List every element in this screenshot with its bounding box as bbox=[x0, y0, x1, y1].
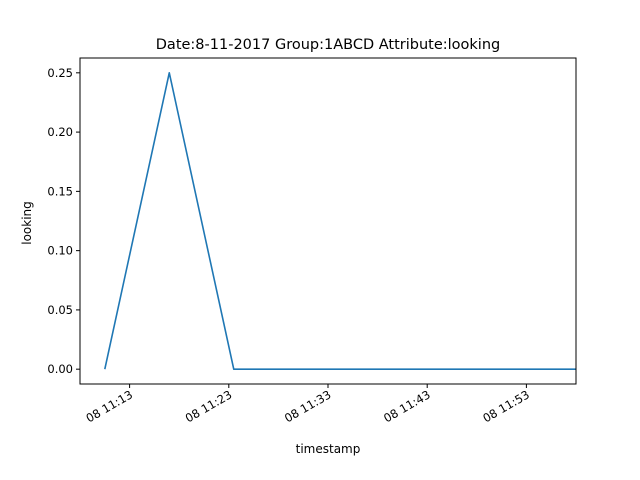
y-tick-label: 0.10 bbox=[47, 244, 73, 258]
plot-area: 0.00 0.05 0.10 0.15 0.20 0.25 08 11:13 08 11:23… bbox=[47, 57, 577, 425]
plot-frame bbox=[79, 57, 577, 385]
x-tick-label: 08 11:23 bbox=[183, 387, 235, 425]
y-axis-label: looking bbox=[20, 201, 34, 245]
chart-title: Date:8-11-2017 Group:1ABCD Attribute:loo… bbox=[156, 37, 500, 53]
x-tick-label: 08 11:33 bbox=[282, 387, 334, 425]
x-axis-label: timestamp bbox=[296, 442, 361, 456]
y-tick-label: 0.25 bbox=[47, 66, 73, 80]
y-tick-label: 0.20 bbox=[47, 125, 73, 139]
y-tick-label: 0.15 bbox=[47, 184, 73, 198]
x-tick-label: 08 11:43 bbox=[381, 387, 433, 425]
y-tick-label: 0.00 bbox=[47, 362, 73, 376]
x-tick-label: 08 11:13 bbox=[84, 387, 136, 425]
x-tick-label: 08 11:53 bbox=[480, 387, 532, 425]
series-line-0 bbox=[104, 72, 576, 370]
y-tick-label: 0.05 bbox=[47, 303, 73, 317]
